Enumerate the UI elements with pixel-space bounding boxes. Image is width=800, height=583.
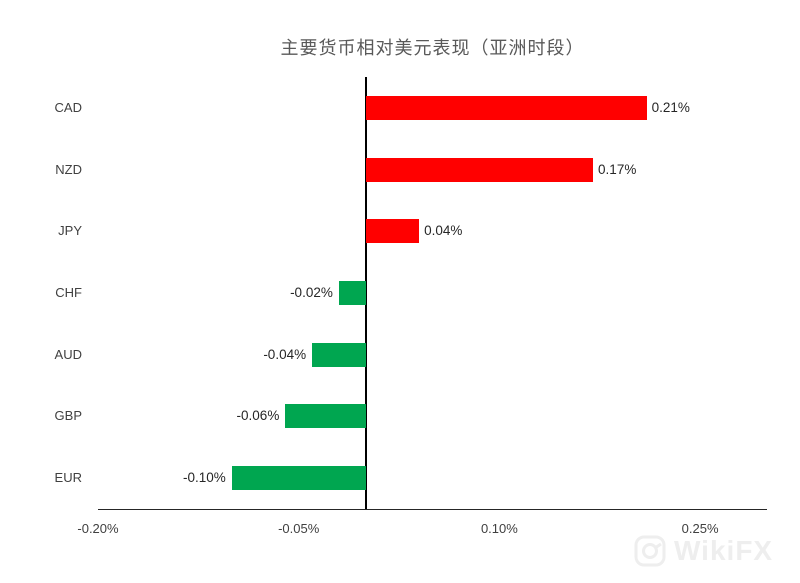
x-tick-label-0.10%: 0.10% (480, 521, 518, 536)
value-label-NZD: 0.17% (598, 161, 637, 177)
value-label-JPY: 0.04% (424, 223, 463, 239)
watermark-text: WikiFX (674, 534, 774, 566)
bar-CHF (338, 281, 366, 305)
category-label-CHF: CHF (55, 285, 82, 300)
bar-GBP (285, 404, 366, 429)
bar-CAD (365, 95, 647, 120)
x-tick-label--0.20%: -0.20% (77, 521, 119, 536)
category-label-GBP: GBP (54, 408, 82, 424)
bar-NZD (365, 157, 594, 182)
bar-JPY (365, 219, 420, 244)
value-label-GBP: -0.06% (236, 408, 280, 424)
value-label-CHF: -0.02% (290, 285, 333, 300)
plot-area: CAD 0.21% NZD 0.17% JPY 0.04% CHF -0.02% AUD -0.0… (55, 77, 767, 536)
chart-title: 主要货币相对美元表现（亚洲时段） (280, 38, 585, 58)
value-label-AUD: -0.04% (263, 346, 307, 362)
watermark: WikiFX (634, 533, 773, 568)
bar-AUD (312, 342, 366, 367)
category-label-AUD: AUD (54, 346, 82, 362)
bar-EUR (231, 466, 366, 491)
value-label-CAD: 0.21% (651, 99, 690, 115)
x-tick-label-0.25%: 0.25% (681, 521, 719, 536)
category-label-EUR: EUR (54, 470, 82, 486)
category-label-NZD: NZD (55, 161, 82, 177)
category-label-CAD: CAD (54, 99, 82, 115)
wikifx-logo-icon (634, 535, 666, 567)
x-tick-label--0.05%: -0.05% (278, 521, 320, 536)
zero-axis-line (365, 77, 367, 509)
value-label-EUR: -0.10% (183, 470, 226, 486)
category-label-JPY: JPY (58, 223, 82, 239)
